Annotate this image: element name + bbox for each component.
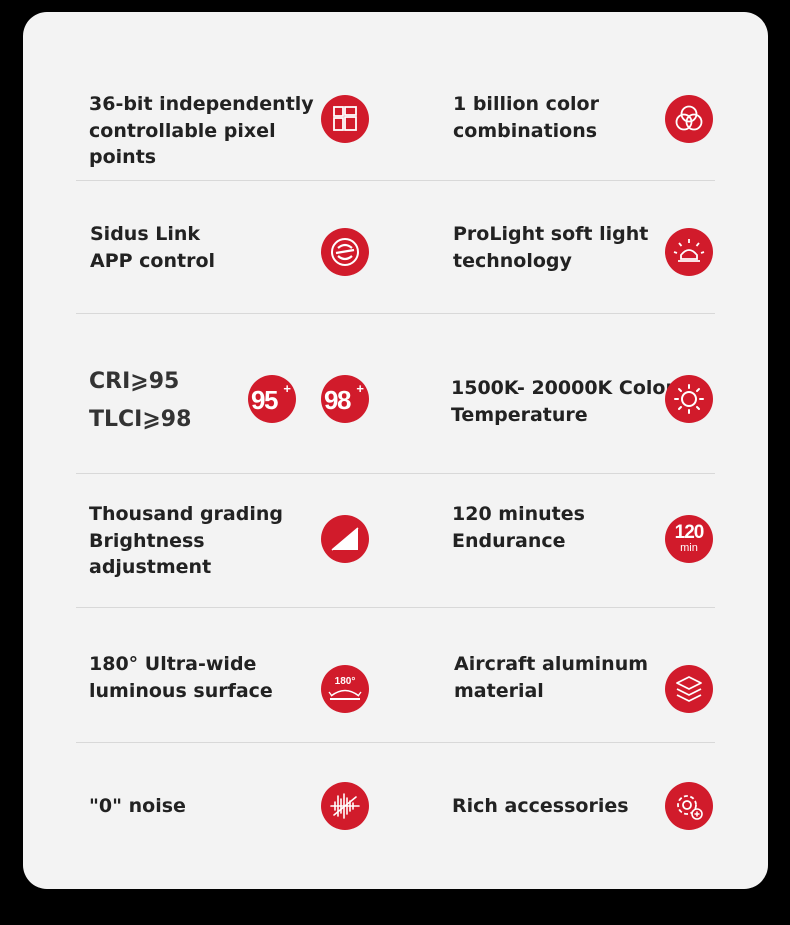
cri-95-badge: 95 +	[248, 375, 296, 423]
feature-label-color-temperature: 1500K- 20000K Color Temperature	[451, 377, 675, 426]
pixel-grid-icon	[321, 95, 369, 143]
feature-label-brightness: Thousand grading Brightness adjustment	[89, 503, 283, 578]
feature-label-ultra-wide: 180° Ultra-wide luminous surface	[89, 653, 273, 702]
feature-label-app-control: Sidus Link APP control	[90, 223, 216, 272]
layers-icon	[665, 665, 713, 713]
feature-label-accessories: Rich accessories	[452, 795, 629, 817]
feature-label-color-combinations: 1 billion color combinations	[453, 93, 599, 142]
color-circles-icon	[665, 95, 713, 143]
badge-plus: +	[283, 381, 291, 396]
divider	[76, 607, 715, 608]
sound-wave-icon	[321, 782, 369, 830]
divider	[76, 180, 715, 181]
feature-label-pixel-points: 36-bit independently controllable pixel …	[89, 93, 314, 168]
badge-value: 95	[251, 385, 278, 415]
divider	[76, 313, 715, 314]
badge-plus: +	[356, 381, 364, 396]
app-logo-icon	[321, 228, 369, 276]
cri-value: CRI⩾95	[89, 369, 180, 394]
tlci-98-badge: 98 +	[321, 375, 369, 423]
tlci-value: TLCI⩾98	[89, 407, 192, 432]
battery-minutes-icon: 120 min	[665, 515, 713, 563]
badge-value: 98	[324, 385, 351, 415]
divider	[76, 473, 715, 474]
wide-angle-icon-text: 180°	[334, 676, 356, 687]
endurance-icon-value: 120	[674, 522, 705, 543]
endurance-icon-unit: min	[680, 542, 698, 554]
feature-label-endurance: 120 minutes Endurance	[452, 503, 585, 552]
wide-angle-icon: 180°	[321, 665, 369, 713]
brightness-ramp-icon	[321, 515, 369, 563]
feature-label-aluminum: Aircraft aluminum material	[454, 653, 649, 702]
soft-light-icon	[665, 228, 713, 276]
feature-label-soft-light: ProLight soft light technology	[453, 223, 649, 272]
divider	[76, 742, 715, 743]
features-card: 36-bit independently controllable pixel …	[23, 12, 768, 889]
feature-label-noise: "0" noise	[89, 795, 186, 817]
gear-plus-icon	[665, 782, 713, 830]
sun-icon	[665, 375, 713, 423]
